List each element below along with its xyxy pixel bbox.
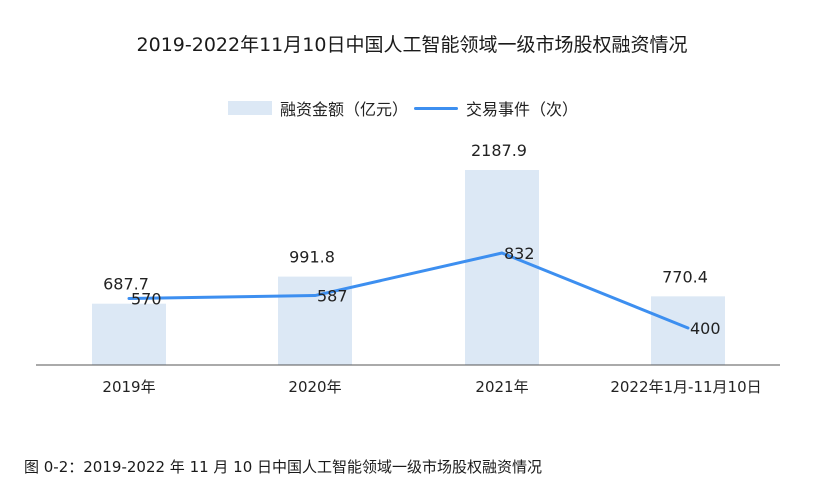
bar xyxy=(651,296,725,365)
x-tick-label: 2022年1月-11月10日 xyxy=(610,378,761,396)
legend-swatch-bar xyxy=(228,101,272,115)
legend-label-bar: 融资金额（亿元） xyxy=(280,100,409,119)
line-series xyxy=(127,251,690,330)
bar-data-label: 687.7 xyxy=(103,275,149,294)
bar-data-label: 991.8 xyxy=(289,248,335,267)
bar xyxy=(465,170,539,365)
line-data-label: 570 xyxy=(131,289,162,308)
legend: 融资金额（亿元） 交易事件（次） xyxy=(0,96,824,120)
legend-label-line: 交易事件（次） xyxy=(466,100,579,119)
legend-item-line: 交易事件（次） xyxy=(414,96,578,120)
bar xyxy=(92,303,166,365)
line-data-label: 832 xyxy=(504,244,535,263)
legend-item-bar: 融资金额（亿元） xyxy=(228,96,408,120)
x-tick-label: 2019年 xyxy=(102,378,155,396)
x-tick-label: 2020年 xyxy=(288,378,341,396)
chart-title: 2019-2022年11月10日中国人工智能领域一级市场股权融资情况 xyxy=(136,34,688,56)
line-data-label: 400 xyxy=(690,319,721,338)
legend-swatch-line xyxy=(414,106,458,110)
bar-data-label: 2187.9 xyxy=(471,141,527,160)
line-data-label: 587 xyxy=(317,287,348,306)
figure-caption: 图 0-2：2019-2022 年 11 月 10 日中国人工智能领域一级市场股… xyxy=(24,458,543,476)
x-tick-label: 2021年 xyxy=(475,378,528,396)
bar-data-label: 770.4 xyxy=(662,267,708,286)
